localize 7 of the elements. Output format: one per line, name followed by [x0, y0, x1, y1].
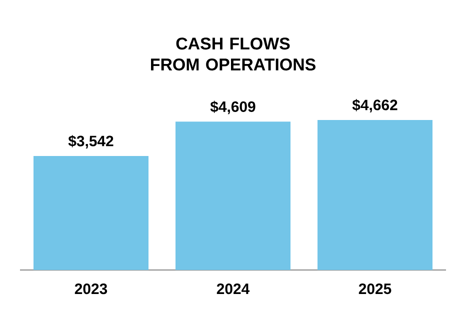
chart-title: CASH FLOWS FROM OPERATIONS [151, 38, 316, 71]
x-tick-label: 2023 [74, 284, 108, 294]
x-tick-label: 2024 [216, 284, 250, 294]
data-label: $4,662 [352, 99, 398, 112]
data-label: $3,542 [68, 135, 114, 148]
data-label: $4,609 [210, 100, 256, 114]
x-tick-label: 2025 [358, 284, 392, 294]
